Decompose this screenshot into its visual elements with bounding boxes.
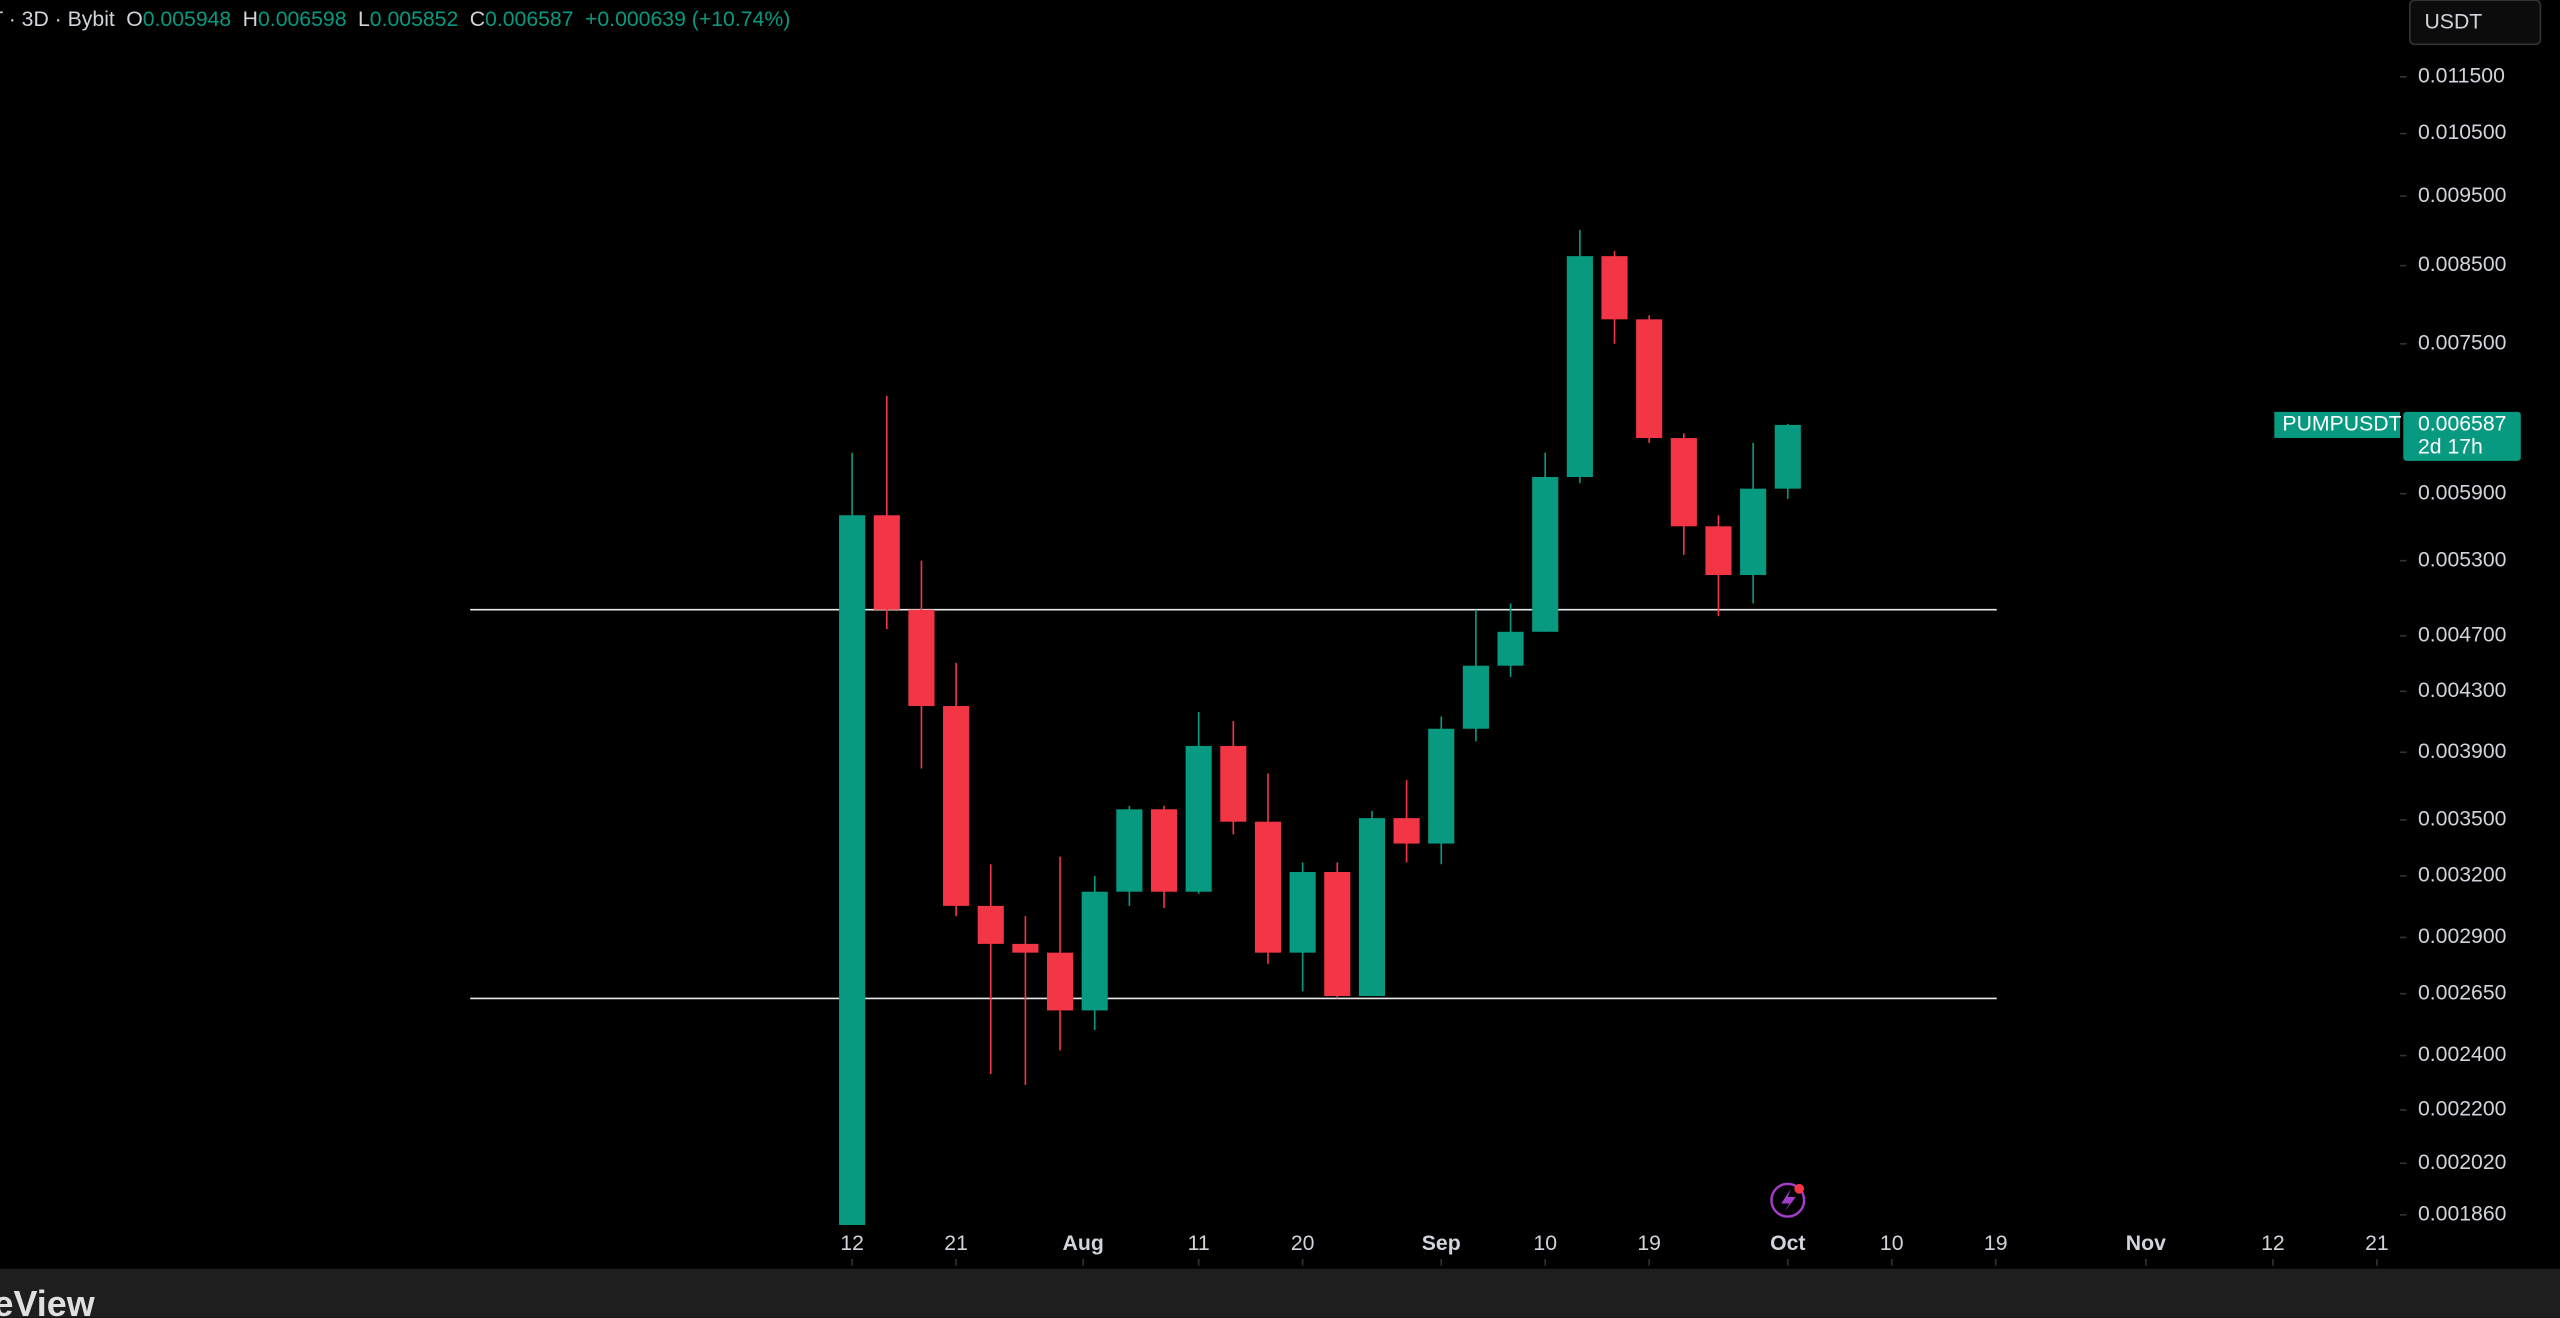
candle-body — [1185, 745, 1212, 892]
candle-body — [1774, 424, 1801, 489]
y-tick-label: 0.009500 — [2418, 184, 2507, 207]
y-tick-label: 0.011500 — [2418, 64, 2505, 87]
candle-body — [1670, 438, 1697, 527]
y-tick-label: 0.004700 — [2418, 623, 2507, 646]
y-tick-label: 0.005300 — [2418, 548, 2507, 571]
x-tick-label: 10 — [1533, 1232, 1557, 1255]
alert-icon[interactable] — [1770, 1182, 1806, 1218]
candle-body — [1150, 809, 1178, 892]
y-tick-label: 0.002650 — [2418, 981, 2507, 1004]
x-tick-label: 21 — [2365, 1232, 2389, 1255]
x-tick-label: 20 — [1291, 1232, 1315, 1255]
y-tick-label: 0.003900 — [2418, 740, 2507, 763]
y-tick-label: 0.001860 — [2418, 1202, 2507, 1225]
change: +0.000639 (+10.74%) — [585, 7, 790, 30]
x-tick-label: Aug — [1063, 1232, 1104, 1255]
countdown-label: 2d 17h — [2418, 435, 2483, 458]
candle-body — [977, 905, 1004, 944]
candle-body — [943, 706, 970, 906]
x-tick-label: Oct — [1770, 1232, 1805, 1255]
candle-body — [1254, 821, 1282, 953]
candle-body — [1705, 526, 1732, 576]
ohlc-value: 0.006598 — [258, 7, 347, 30]
alert-dot[interactable] — [1794, 1183, 1805, 1194]
x-tick-label: 10 — [1880, 1232, 1904, 1255]
candle-body — [1220, 745, 1247, 822]
ohlc-value: 0.006587 — [485, 7, 574, 30]
price-tag-label: 0.006587 — [2418, 413, 2507, 436]
candle-body — [839, 515, 866, 1225]
candle-body — [1636, 319, 1663, 439]
candle-body — [1462, 665, 1489, 729]
candle-body — [1324, 872, 1351, 997]
price-tag — [2403, 411, 2521, 461]
alert-bolt[interactable] — [1781, 1188, 1796, 1212]
alert-circle[interactable] — [1770, 1182, 1806, 1218]
candle-body — [1358, 818, 1386, 997]
x-tick-label: 12 — [840, 1232, 864, 1255]
x-tick-label: 12 — [2261, 1232, 2285, 1255]
y-tick-label: 0.002900 — [2418, 925, 2507, 948]
ohlc-key: C — [470, 7, 485, 30]
x-tick-label: Sep — [1422, 1232, 1461, 1255]
x-tick-label: 21 — [944, 1232, 968, 1255]
currency-button[interactable] — [2408, 0, 2542, 46]
candle-body — [1081, 891, 1108, 1011]
currency-label[interactable]: USDT — [2424, 11, 2482, 34]
candle-body — [1601, 256, 1628, 320]
candle-body — [1116, 809, 1143, 892]
candle-body — [1428, 728, 1455, 844]
candle-body — [908, 609, 935, 707]
y-tick-label: 0.002200 — [2418, 1098, 2507, 1121]
candle-body — [1532, 477, 1559, 632]
y-tick-label: 0.003500 — [2418, 808, 2507, 831]
header: T · 3D · Bybit O0.005948 H0.006598 L0.00585… — [0, 7, 790, 30]
symbol-tag-label: PUMPUSDT — [2282, 413, 2401, 436]
candle-body — [1289, 872, 1316, 953]
x-tick-label: Nov — [2126, 1232, 2166, 1255]
candle-body — [1740, 488, 1767, 576]
footer-bar — [0, 1268, 2560, 1318]
y-tick-label: 0.002400 — [2418, 1043, 2507, 1066]
x-tick-label: 11 — [1188, 1232, 1210, 1255]
y-tick-label: 0.005900 — [2418, 481, 2507, 504]
candle-body — [873, 515, 900, 610]
y-tick-label: 0.010500 — [2418, 121, 2507, 144]
y-tick-label: 0.008500 — [2418, 253, 2507, 276]
y-tick-label: 0.007500 — [2418, 331, 2507, 354]
y-tick-label: 0.004300 — [2418, 679, 2507, 702]
x-tick-label: 19 — [1984, 1232, 2008, 1255]
ohlc-key: H — [243, 7, 258, 30]
x-tick-label: 19 — [1637, 1232, 1661, 1255]
symbol-tag — [2274, 411, 2400, 438]
brand: eView — [0, 1283, 95, 1318]
candle-body — [1046, 952, 1074, 1011]
ohlc-key: O — [126, 7, 143, 30]
y-tick-label: 0.003200 — [2418, 864, 2507, 887]
y-tick-label: 0.002020 — [2418, 1151, 2507, 1174]
symbol-info: T · 3D · Bybit — [0, 7, 115, 30]
ohlc-value: 0.005852 — [370, 7, 459, 30]
candle-body — [1497, 631, 1524, 666]
candle-body — [1566, 256, 1593, 478]
candle-body — [1393, 818, 1420, 844]
ohlc-key: L — [358, 7, 370, 30]
candle-body — [1012, 943, 1039, 953]
ohlc-value: 0.005948 — [143, 7, 232, 30]
